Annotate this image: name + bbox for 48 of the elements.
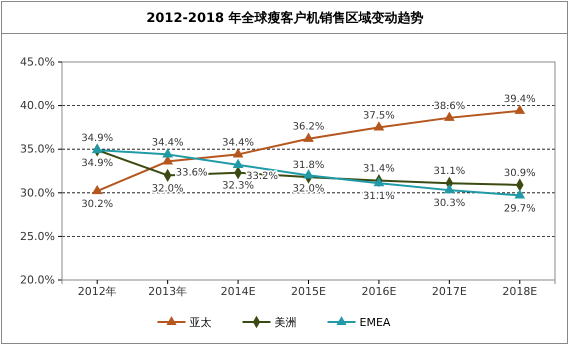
point — [303, 132, 314, 142]
y-tick-label: 20.0% — [20, 274, 55, 287]
legend-label: 美洲 — [274, 316, 296, 329]
y-tick-label: 25.0% — [20, 230, 55, 243]
data-label: 34.4% — [222, 137, 254, 148]
x-tick-label: 2015E — [291, 284, 326, 298]
point — [514, 189, 526, 199]
data-label: 32.0% — [292, 183, 324, 194]
point — [444, 184, 455, 194]
data-label: 32.0% — [152, 183, 184, 194]
data-label: 34.9% — [81, 133, 114, 144]
data-label: 39.4% — [504, 94, 536, 105]
point — [162, 148, 174, 158]
point — [374, 177, 384, 186]
legend-label: 亚太 — [190, 316, 212, 329]
point — [232, 148, 244, 158]
y-tick-label: 40.0% — [20, 99, 55, 112]
data-label: 34.9% — [81, 158, 114, 170]
data-label: 36.2% — [292, 122, 324, 133]
x-tick-label: 2018E — [502, 284, 538, 298]
point — [514, 104, 526, 114]
x-tick-label: 2017E — [432, 284, 467, 298]
data-label: 31.8% — [292, 160, 324, 172]
data-label: 37.5% — [363, 110, 395, 122]
y-tick-label: 30.0% — [20, 186, 55, 200]
data-label: 30.3% — [433, 198, 466, 210]
data-label: 30.2% — [81, 199, 114, 210]
y-tick-label: 45.0% — [20, 56, 55, 69]
point — [374, 121, 384, 130]
data-label: 32.3% — [222, 180, 254, 192]
point — [92, 184, 103, 194]
data-label: 30.9% — [504, 168, 536, 179]
data-label: 31.1% — [363, 191, 395, 202]
x-tick-label: 2014E — [220, 284, 256, 298]
x-tick-label: 2012年 — [78, 284, 117, 298]
point — [303, 169, 314, 178]
y-tick-label: 35.0% — [20, 142, 55, 156]
legend-label: EMEA — [360, 316, 391, 329]
x-tick-label: 2013年 — [148, 284, 188, 298]
point — [232, 158, 244, 168]
x-tick-label: 2016E — [361, 284, 396, 298]
chart-title: 2012-2018 年全球瘦客户机销售区域变动趋势 — [146, 10, 424, 26]
data-label: 31.4% — [363, 164, 395, 175]
data-label: 34.4% — [152, 137, 184, 148]
point — [444, 112, 455, 121]
point — [92, 144, 103, 154]
data-label: 31.1% — [433, 166, 466, 178]
data-label: 29.7% — [504, 203, 536, 214]
